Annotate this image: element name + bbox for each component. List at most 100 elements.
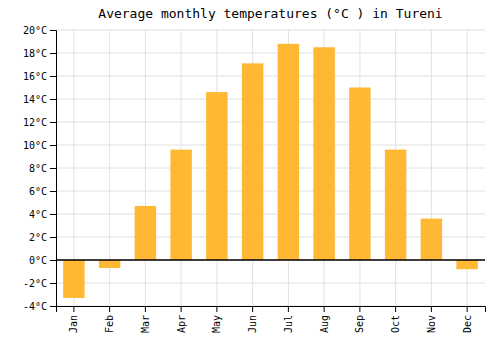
x-tick-mark (181, 306, 182, 312)
title: Average monthly temperatures (°C ) in Tu… (98, 6, 442, 21)
y-tick-label: -4°C (23, 301, 47, 312)
y-grid-line (56, 76, 485, 77)
y-tick-mark (50, 237, 56, 238)
y-tick: 4°C (29, 209, 56, 220)
x-tick-label: May (211, 315, 222, 333)
x-tick: Sep (354, 306, 365, 333)
bar (278, 44, 299, 260)
y-tick: 12°C (23, 117, 56, 128)
bar (456, 260, 477, 269)
x-tick-mark (73, 306, 74, 312)
x-tick-mark (252, 306, 253, 312)
grid (56, 30, 485, 306)
x-tick-label: Aug (319, 315, 330, 333)
bar (170, 150, 191, 260)
y-tick-label: 20°C (23, 25, 47, 36)
baseline (56, 259, 485, 261)
y-tick-label: 8°C (29, 163, 47, 174)
y-tick: 20°C (23, 25, 56, 36)
y-tick-mark (50, 122, 56, 123)
y-tick-label: -2°C (23, 278, 47, 289)
x-tick-label: Jun (247, 315, 258, 333)
y-tick-mark (50, 53, 56, 54)
x-tick-label: Dec (462, 315, 473, 333)
y-tick-label: 14°C (23, 94, 47, 105)
x-tick: Oct (390, 306, 401, 333)
y-tick-label: 10°C (23, 140, 47, 151)
y-tick: 2°C (29, 232, 56, 243)
x-tick-mark (324, 306, 325, 312)
x-tick-mark (288, 306, 289, 312)
bar (313, 47, 334, 260)
y-tick: 6°C (29, 186, 56, 197)
y-tick-mark (50, 191, 56, 192)
y-tick: 14°C (23, 94, 56, 105)
chart: -4°C -2°C 0°C 2°C 4°C 6°C 8°C 10°C 12°C 14°C 16°C 1… (0, 0, 500, 350)
x-tick: Jun (247, 306, 258, 333)
x-tick-mark (109, 306, 110, 312)
y-tick-mark (50, 168, 56, 169)
x-tick-label: Sep (354, 315, 365, 333)
bar (135, 206, 156, 260)
x-axis: JanFebMarAprMayJunJulAugSepOctNovDec (57, 306, 486, 333)
y-tick-label: 0°C (29, 255, 47, 266)
y-tick: 8°C (29, 163, 56, 174)
y-tick-label: 16°C (23, 71, 47, 82)
x-tick-label: Jan (68, 315, 79, 333)
x-tick-mark (395, 306, 396, 312)
y-tick: -4°C (23, 301, 56, 312)
x-axis-line (57, 307, 486, 313)
x-tick-label: Nov (426, 315, 437, 333)
x-tick: May (211, 306, 222, 333)
x-grid-line (431, 30, 432, 306)
bar (242, 63, 263, 260)
y-grid-line (56, 53, 485, 54)
y-tick: 18°C (23, 48, 56, 59)
y-grid-line (56, 260, 485, 261)
y-tick-label: 18°C (23, 48, 47, 59)
y-tick-mark (50, 99, 56, 100)
x-tick-label: Oct (390, 315, 401, 333)
y-grid-line (56, 214, 485, 215)
bars (56, 44, 485, 298)
x-tick-mark (431, 306, 432, 312)
bar (385, 150, 406, 260)
bar (63, 260, 84, 298)
y-grid-line (56, 145, 485, 146)
y-tick: 0°C (29, 255, 56, 266)
x-tick-mark (467, 306, 468, 312)
bar (349, 88, 370, 261)
x-tick: Apr (176, 306, 187, 333)
x-tick: Aug (319, 306, 330, 333)
y-tick: -2°C (23, 278, 56, 289)
y-grid-line (56, 30, 485, 31)
y-axis: -4°C -2°C 0°C 2°C 4°C 6°C 8°C 10°C 12°C 14°C 16°C 1… (23, 25, 57, 312)
y-tick-mark (50, 145, 56, 146)
bar (421, 219, 442, 260)
y-tick-mark (50, 30, 56, 31)
x-tick-label: Apr (176, 315, 187, 333)
y-tick-mark (50, 306, 56, 307)
x-tick: Jul (283, 306, 294, 333)
y-axis-line (50, 31, 57, 307)
x-tick: Dec (462, 306, 473, 333)
y-grid-line (56, 168, 485, 169)
bar (206, 92, 227, 260)
x-tick-label: Mar (140, 315, 151, 333)
x-tick: Jan (68, 306, 79, 333)
x-tick: Nov (426, 306, 437, 333)
y-grid-line (56, 283, 485, 284)
x-tick-mark (145, 306, 146, 312)
y-grid-line (56, 191, 485, 192)
x-tick: Mar (140, 306, 151, 333)
y-tick-mark (50, 283, 56, 284)
x-tick-label: Jul (283, 315, 294, 333)
y-grid-line (56, 99, 485, 100)
x-grid-line (145, 30, 146, 306)
y-tick: 10°C (23, 140, 56, 151)
x-tick-mark (216, 306, 217, 312)
plot: -4°C -2°C 0°C 2°C 4°C 6°C 8°C 10°C 12°C 14°C 16°C 1… (23, 25, 486, 333)
y-tick-label: 12°C (23, 117, 47, 128)
y-tick: 16°C (23, 71, 56, 82)
y-tick-mark (50, 260, 56, 261)
